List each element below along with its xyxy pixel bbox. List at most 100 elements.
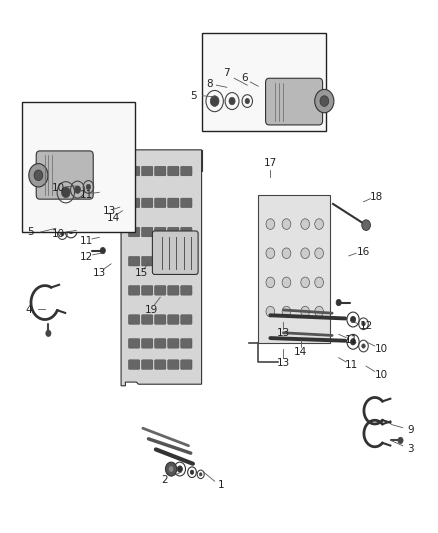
Text: 10: 10 <box>52 229 65 239</box>
Circle shape <box>320 96 328 107</box>
Circle shape <box>60 186 64 190</box>
Circle shape <box>301 219 310 229</box>
Circle shape <box>266 277 275 288</box>
Circle shape <box>336 300 341 306</box>
FancyBboxPatch shape <box>168 227 179 237</box>
Circle shape <box>315 306 323 317</box>
FancyBboxPatch shape <box>181 256 192 266</box>
Text: 12: 12 <box>360 321 373 331</box>
Circle shape <box>46 330 51 336</box>
FancyBboxPatch shape <box>152 231 198 274</box>
Circle shape <box>266 248 275 259</box>
Circle shape <box>282 248 291 259</box>
Polygon shape <box>121 150 201 319</box>
FancyBboxPatch shape <box>155 338 166 348</box>
Text: 19: 19 <box>145 305 158 315</box>
FancyBboxPatch shape <box>141 256 153 266</box>
FancyBboxPatch shape <box>141 315 153 324</box>
Text: 13: 13 <box>277 358 290 368</box>
Circle shape <box>362 344 365 348</box>
FancyBboxPatch shape <box>141 286 153 295</box>
Text: 6: 6 <box>241 73 247 83</box>
Text: 17: 17 <box>264 158 277 168</box>
Text: 3: 3 <box>407 445 414 455</box>
FancyBboxPatch shape <box>128 256 140 266</box>
Circle shape <box>315 219 323 229</box>
Text: 5: 5 <box>28 227 34 237</box>
Circle shape <box>301 306 310 317</box>
Circle shape <box>362 321 365 326</box>
FancyBboxPatch shape <box>168 315 179 324</box>
FancyBboxPatch shape <box>141 360 153 369</box>
FancyBboxPatch shape <box>168 198 179 208</box>
Circle shape <box>210 96 219 107</box>
Text: 13: 13 <box>93 268 106 278</box>
Text: 7: 7 <box>223 68 230 78</box>
FancyBboxPatch shape <box>181 360 192 369</box>
Text: 5: 5 <box>191 91 197 101</box>
FancyBboxPatch shape <box>155 256 166 266</box>
Text: 13: 13 <box>277 328 290 338</box>
Text: 13: 13 <box>102 206 116 216</box>
Circle shape <box>301 248 310 259</box>
FancyBboxPatch shape <box>141 198 153 208</box>
Circle shape <box>266 219 275 229</box>
FancyBboxPatch shape <box>181 286 192 295</box>
Text: 11: 11 <box>80 236 93 246</box>
FancyBboxPatch shape <box>36 151 93 199</box>
Text: 18: 18 <box>370 191 383 201</box>
Circle shape <box>166 462 177 476</box>
Text: 11: 11 <box>345 360 358 369</box>
Circle shape <box>169 466 174 472</box>
FancyBboxPatch shape <box>128 227 140 237</box>
Circle shape <box>350 317 356 322</box>
FancyBboxPatch shape <box>181 315 192 324</box>
Circle shape <box>229 98 235 105</box>
FancyBboxPatch shape <box>128 360 140 369</box>
Text: 10: 10 <box>374 344 388 354</box>
Circle shape <box>68 227 74 233</box>
FancyBboxPatch shape <box>265 78 322 125</box>
Polygon shape <box>258 195 330 343</box>
Text: 14: 14 <box>107 213 120 223</box>
Text: 15: 15 <box>135 268 148 278</box>
Circle shape <box>61 187 70 198</box>
Circle shape <box>34 170 43 181</box>
Circle shape <box>190 470 194 474</box>
FancyBboxPatch shape <box>128 198 140 208</box>
Circle shape <box>315 277 323 288</box>
FancyBboxPatch shape <box>168 338 179 348</box>
Text: 9: 9 <box>407 425 414 435</box>
FancyBboxPatch shape <box>168 256 179 266</box>
Circle shape <box>177 466 183 472</box>
Text: 8: 8 <box>206 78 213 88</box>
Text: 10: 10 <box>374 370 388 380</box>
Circle shape <box>362 220 371 230</box>
FancyBboxPatch shape <box>181 338 192 348</box>
Text: 10: 10 <box>52 183 65 193</box>
Circle shape <box>29 164 48 187</box>
Circle shape <box>199 473 202 476</box>
Bar <box>201 33 325 131</box>
FancyBboxPatch shape <box>168 166 179 176</box>
FancyBboxPatch shape <box>155 227 166 237</box>
FancyBboxPatch shape <box>181 227 192 237</box>
FancyBboxPatch shape <box>155 198 166 208</box>
Circle shape <box>86 184 91 190</box>
Circle shape <box>245 99 250 104</box>
Bar <box>22 102 134 232</box>
FancyBboxPatch shape <box>155 360 166 369</box>
Circle shape <box>398 437 403 443</box>
Circle shape <box>315 248 323 259</box>
FancyBboxPatch shape <box>155 315 166 324</box>
Circle shape <box>74 186 81 193</box>
Text: 11: 11 <box>80 190 93 200</box>
FancyBboxPatch shape <box>128 338 140 348</box>
FancyBboxPatch shape <box>168 360 179 369</box>
Text: 12: 12 <box>80 252 93 262</box>
FancyBboxPatch shape <box>181 198 192 208</box>
Polygon shape <box>121 150 201 386</box>
Circle shape <box>282 277 291 288</box>
FancyBboxPatch shape <box>128 286 140 295</box>
FancyBboxPatch shape <box>128 166 140 176</box>
